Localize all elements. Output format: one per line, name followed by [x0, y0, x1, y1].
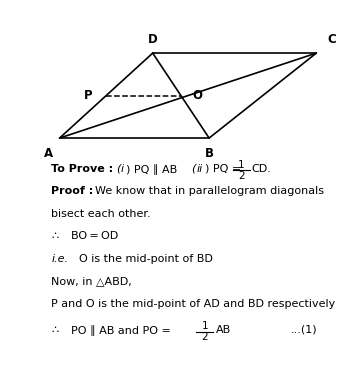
Text: To Prove :: To Prove :	[51, 164, 113, 174]
Text: ...(1): ...(1)	[291, 325, 317, 335]
Text: ∴: ∴	[51, 231, 58, 242]
Text: ) PQ =: ) PQ =	[205, 164, 241, 174]
Text: PO ∥ AB and PO =: PO ∥ AB and PO =	[71, 325, 171, 336]
Text: (: (	[118, 164, 124, 174]
Text: O: O	[192, 89, 202, 102]
Text: ii: ii	[197, 164, 203, 174]
Text: 2: 2	[202, 332, 208, 343]
Text: (: (	[192, 164, 199, 174]
Text: 1: 1	[238, 160, 245, 169]
Text: C: C	[328, 33, 336, 46]
Text: B: B	[205, 147, 214, 160]
Text: D: D	[148, 33, 158, 46]
Text: BO = OD: BO = OD	[71, 231, 118, 242]
Text: i: i	[120, 164, 123, 174]
Text: We know that in parallelogram diagonals: We know that in parallelogram diagonals	[95, 186, 324, 196]
Text: bisect each other.: bisect each other.	[51, 209, 151, 219]
Text: P: P	[83, 89, 92, 102]
Text: i.e.: i.e.	[51, 254, 68, 264]
Text: AB: AB	[216, 325, 232, 335]
Text: CD.: CD.	[252, 164, 271, 174]
Text: 1: 1	[202, 321, 208, 331]
Text: O is the mid-point of BD: O is the mid-point of BD	[79, 254, 213, 264]
Text: ∴: ∴	[51, 325, 58, 335]
Text: P and O is the mid-point of AD and BD respectively: P and O is the mid-point of AD and BD re…	[51, 299, 335, 309]
Text: 2: 2	[238, 171, 245, 181]
Text: Proof :: Proof :	[51, 186, 94, 196]
Text: ) PQ ∥ AB: ) PQ ∥ AB	[126, 164, 177, 175]
Text: Now, in △ABD,: Now, in △ABD,	[51, 276, 132, 287]
Text: A: A	[44, 147, 53, 160]
